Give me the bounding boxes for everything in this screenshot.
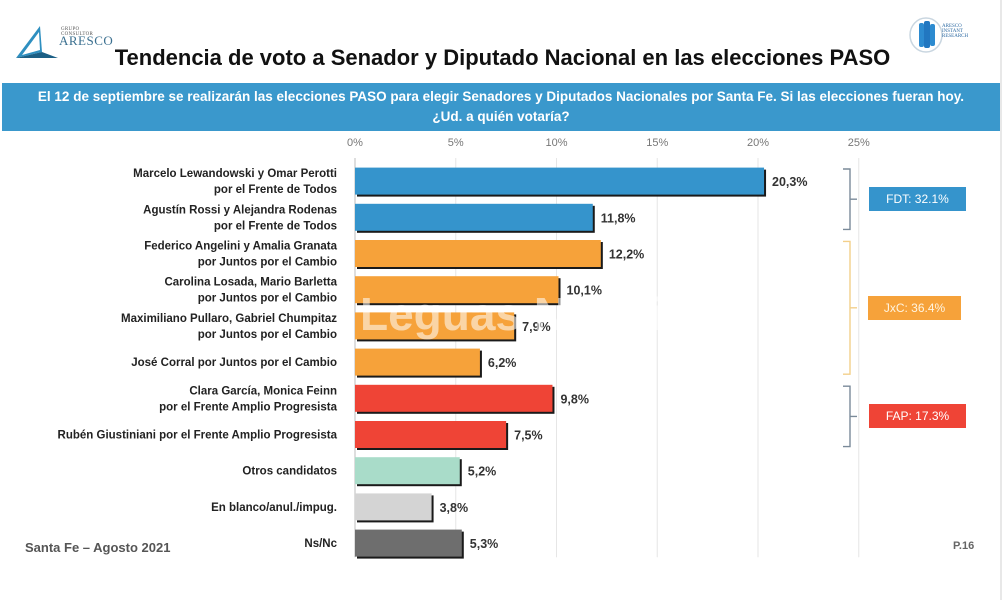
x-tick-label: 20%	[747, 137, 769, 149]
chart-title: Tendencia de voto a Senador y Diputado N…	[114, 45, 891, 70]
category-label: por Juntos por el Cambio	[198, 293, 337, 305]
bar	[355, 529, 462, 557]
bar	[355, 167, 765, 195]
aresco-logo: GRUPO CONSULTOR ARESCO	[12, 22, 114, 62]
banner-line-1: El 12 de septiembre se realizarán las el…	[37, 89, 965, 104]
x-tick-label: 15%	[646, 137, 668, 149]
value-label: 6,2%	[488, 356, 517, 370]
x-tick-label: 25%	[848, 137, 870, 149]
category-label: Marcelo Lewandowski y Omar Perotti	[133, 168, 337, 180]
value-label: 3,8%	[440, 501, 469, 515]
category-label: Agustín Rossi y Alejandra Rodenas	[143, 204, 337, 216]
category-label: por el Frente de Todos	[214, 220, 337, 232]
page-number: P.16	[953, 540, 975, 552]
triangle-logo-icon	[16, 26, 58, 58]
value-label: 5,2%	[468, 465, 497, 479]
banner-line-2: ¿Ud. a quién votaría?	[432, 109, 570, 124]
footer-location-date: Santa Fe – Agosto 2021	[25, 540, 171, 555]
group-bracket	[843, 168, 857, 231]
category-label: Carolina Losada, Mario Barletta	[164, 277, 337, 289]
group-total-badge: FDT: 32.1%	[869, 187, 966, 212]
value-label: 12,2%	[609, 248, 644, 262]
category-label: Otros candidatos	[242, 466, 337, 478]
value-label: 11,8%	[601, 211, 636, 225]
value-label: 9,8%	[560, 392, 589, 406]
category-label: Ns/Nc	[304, 538, 337, 550]
group-total-badge: FAP: 17.3%	[869, 404, 966, 429]
category-label: Maximiliano Pullaro, Gabriel Chumpitaz	[121, 313, 337, 325]
category-label: Clara García, Monica Feinn	[189, 385, 337, 397]
group-bracket	[843, 240, 857, 375]
group-total-badge: JxC: 36.4%	[868, 295, 961, 320]
value-label: 7,9%	[522, 320, 551, 334]
watermark-text: Leguas Noticias	[360, 288, 713, 340]
bar	[355, 384, 553, 412]
bar	[355, 421, 507, 448]
bar	[355, 203, 593, 231]
group-bracket	[843, 385, 857, 448]
logo-brand: ARESCO	[59, 33, 114, 48]
category-label: Rubén Giustiniani por el Frente Amplio P…	[58, 430, 338, 442]
logo-right-text: ARESCO INSTANT RESEARCH	[942, 24, 969, 39]
value-label: 5,3%	[470, 537, 499, 551]
logo-subtitle: GRUPO CONSULTOR	[61, 27, 94, 37]
instant-research-logo: ARESCO INSTANT RESEARCH	[908, 15, 968, 55]
category-label: José Corral por Juntos por el Cambio	[131, 357, 337, 369]
value-label: 20,3%	[772, 175, 807, 189]
value-label: 7,5%	[514, 429, 543, 443]
bar	[355, 276, 559, 304]
category-label: por el Frente Amplio Progresista	[159, 401, 337, 413]
x-tick-label: 10%	[545, 137, 567, 149]
category-label: Federico Angelini y Amalia Granata	[144, 241, 337, 253]
bar	[355, 457, 460, 485]
category-label: por Juntos por el Cambio	[198, 329, 337, 341]
category-label: En blanco/anul./impug.	[211, 502, 337, 514]
category-label: por el Frente de Todos	[214, 184, 337, 196]
frame-border	[1000, 0, 1002, 600]
x-tick-label: 5%	[448, 137, 464, 149]
bar	[355, 493, 432, 521]
category-label: por Juntos por el Cambio	[198, 257, 337, 269]
bar	[355, 312, 515, 340]
value-label: 10,1%	[567, 284, 602, 298]
bar	[355, 348, 480, 376]
bar	[355, 240, 601, 267]
x-tick-label: 0%	[347, 137, 363, 149]
people-circle-logo-icon	[909, 17, 943, 53]
question-banner: El 12 de septiembre se realizarán las el…	[2, 83, 1000, 131]
